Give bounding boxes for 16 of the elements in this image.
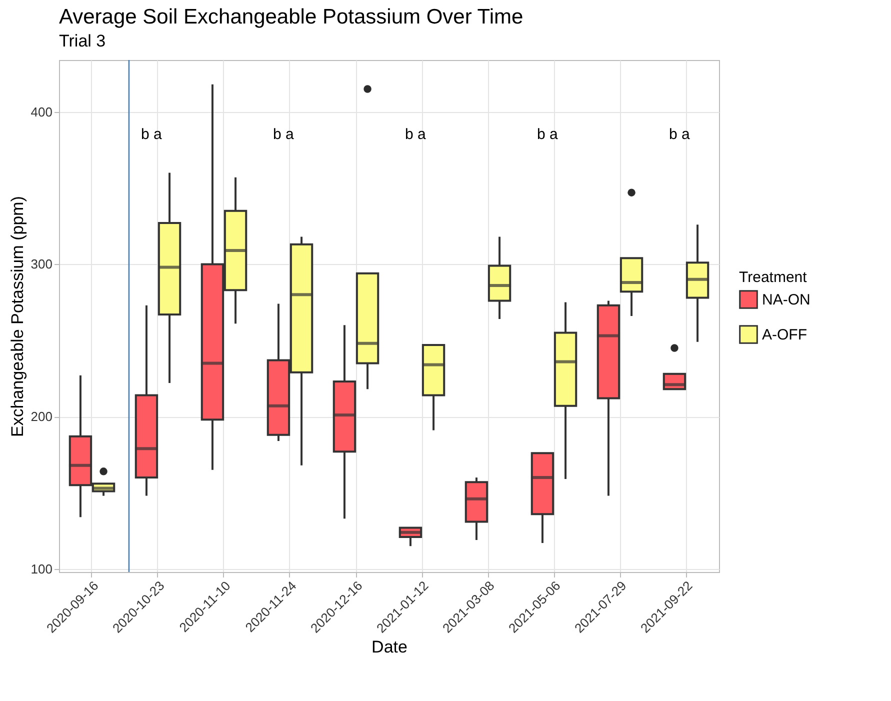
annotation: b a — [140, 126, 162, 143]
chart-title: Average Soil Exchangeable Potassium Over Time — [59, 5, 524, 28]
annotation: b a — [404, 126, 426, 143]
chart-subtitle: Trial 3 — [59, 31, 106, 50]
legend-label: A-OFF — [762, 326, 807, 344]
annotation: b a — [536, 126, 558, 143]
y-tick-label: 200 — [30, 409, 52, 424]
y-tick-label: 400 — [30, 104, 52, 120]
y-tick-label: 100 — [30, 561, 52, 576]
annotation: b a — [668, 126, 690, 143]
legend-label: NA-ON — [762, 292, 810, 308]
legend-title: Treatment — [739, 269, 808, 286]
y-axis-title: Exchangeable Potassium (ppm) — [8, 196, 27, 437]
x-axis-title: Date — [372, 638, 408, 657]
y-tick-label: 300 — [30, 256, 52, 272]
annotation: b a — [272, 126, 294, 143]
